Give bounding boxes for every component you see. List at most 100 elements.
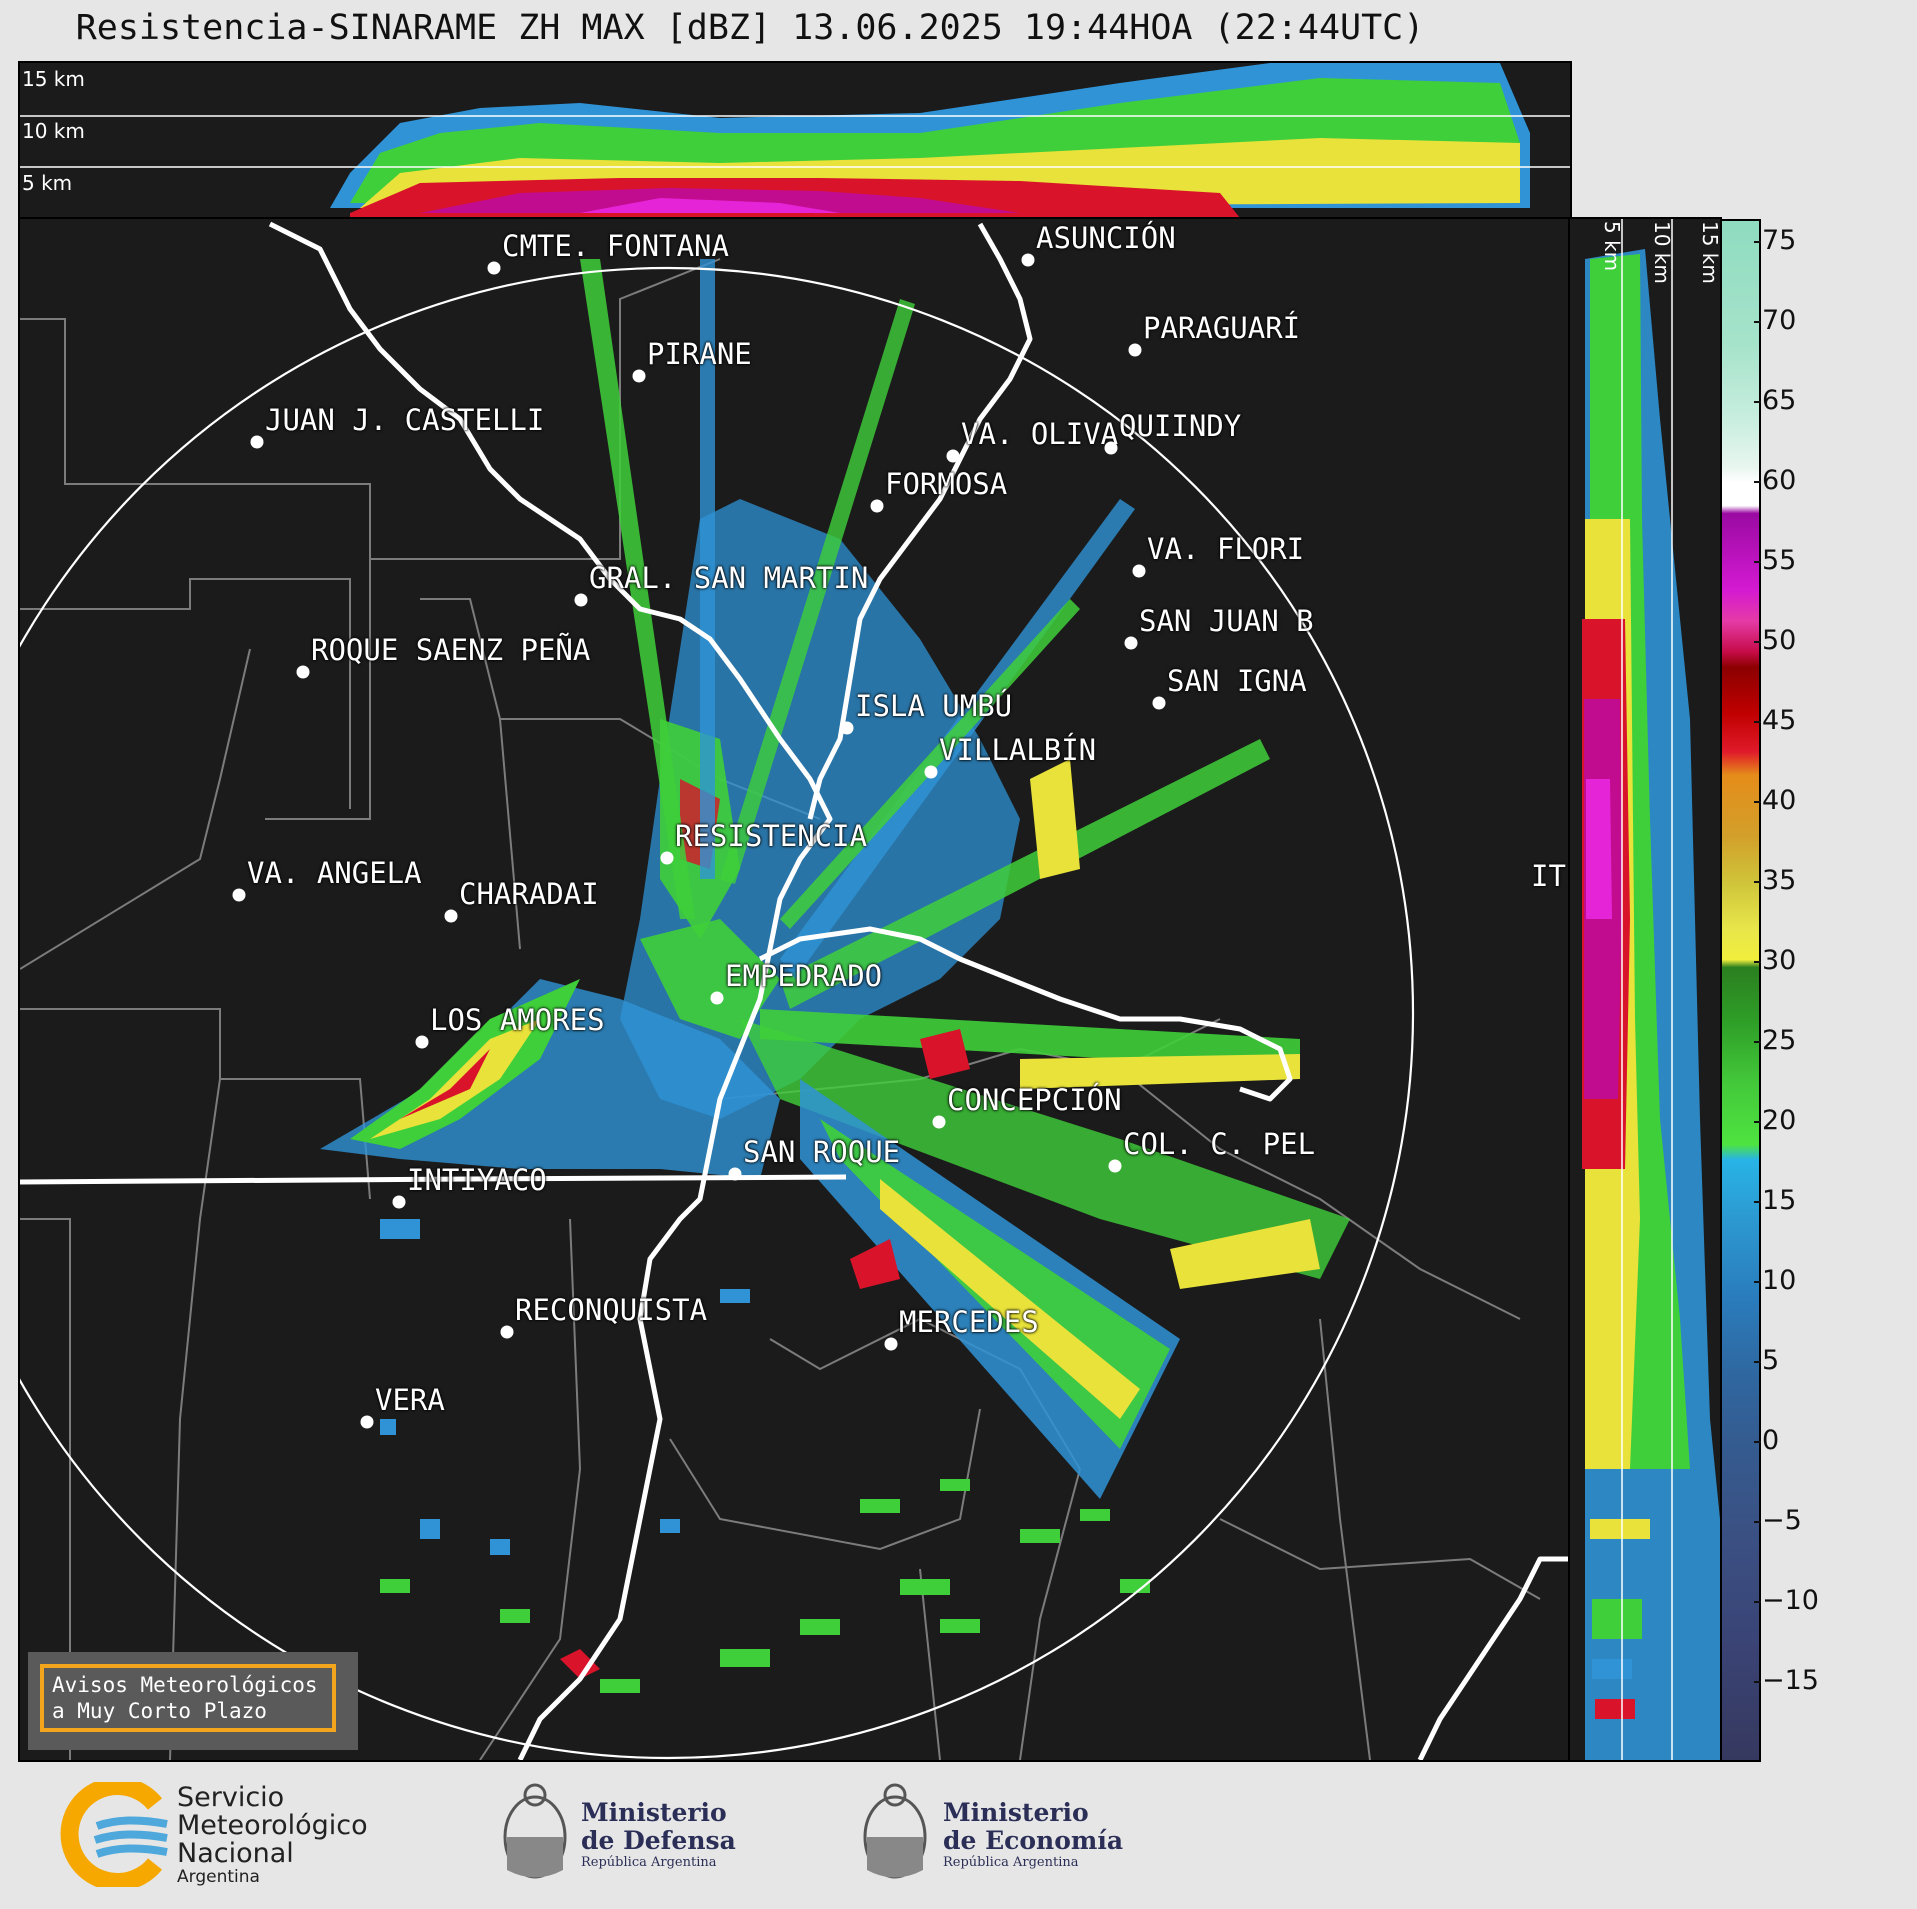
- colorbar-tick-45: 45: [1753, 705, 1797, 736]
- city-label-san-roque: SAN ROQUE: [743, 1135, 901, 1169]
- top-cross-section-svg: [20, 63, 1570, 218]
- city-label-gral-san-martin: GRAL. SAN MARTIN: [589, 561, 869, 595]
- city-label-los-amores: LOS AMORES: [430, 1003, 605, 1037]
- city-dot-col-c-pel: [1108, 1159, 1122, 1173]
- city-dot-concepcion: [932, 1115, 946, 1129]
- argentina-seal-icon: [503, 1783, 567, 1879]
- radar-map-panel[interactable]: CMTE. FONTANA ASUNCIÓN PARAGUARÍ PIRANE …: [18, 217, 1572, 1762]
- city-dot-mercedes: [884, 1337, 898, 1351]
- city-dot-quiindy: [1104, 441, 1118, 455]
- colorbar-tick-65: 65: [1753, 385, 1797, 416]
- city-dot-va-flori: [1132, 564, 1146, 578]
- city-label-villalbin: VILLALBÍN: [939, 733, 1097, 767]
- city-dot-juan-j-castelli: [250, 435, 264, 449]
- avisos-box: Avisos Meteorológicos a Muy Corto Plazo: [28, 1652, 358, 1750]
- side-alt-label-10: 10 km: [1650, 221, 1674, 284]
- top-alt-label-10: 10 km: [22, 119, 85, 143]
- city-dot-san-igna: [1152, 696, 1166, 710]
- top-cross-section-panel: 15 km 10 km 5 km: [18, 61, 1572, 221]
- dbz-colorbar: [1720, 219, 1761, 1762]
- defensa-line-3: República Argentina: [581, 1855, 717, 1870]
- city-label-concepcion: CONCEPCIÓN: [947, 1083, 1122, 1117]
- colorbar-tick-75: 75: [1753, 225, 1797, 256]
- city-label-col-c-pel: COL. C. PEL: [1123, 1127, 1316, 1161]
- city-dot-charadai: [444, 909, 458, 923]
- city-label-juan-j-castelli: JUAN J. CASTELLI: [265, 403, 545, 437]
- city-dot-vera: [360, 1415, 374, 1429]
- city-label-resistencia: RESISTENCIA: [675, 819, 868, 853]
- avisos-line-2: a Muy Corto Plazo: [52, 1699, 267, 1723]
- colorbar-tick-minus-10: −10: [1754, 1585, 1819, 1616]
- city-dot-va-angela: [232, 888, 246, 902]
- colorbar-tick-55: 55: [1753, 545, 1797, 576]
- city-label-formosa: FORMOSA: [885, 467, 1008, 501]
- smn-logo: Servicio Meteorológico Nacional Argentin…: [55, 1777, 395, 1891]
- city-dot-villalbin: [924, 765, 938, 779]
- side-alt-label-15: 15 km: [1698, 221, 1722, 284]
- smn-line-1: Servicio: [177, 1782, 285, 1813]
- colorbar-tick-0: 0: [1753, 1425, 1780, 1456]
- colorbar-tick-70: 70: [1753, 305, 1797, 336]
- smn-line-3: Nacional: [177, 1838, 294, 1869]
- city-label-asuncion: ASUNCIÓN: [1036, 221, 1176, 255]
- city-dot-asuncion: [1021, 253, 1035, 267]
- city-dot-pirane: [632, 369, 646, 383]
- city-label-va-oliva: VA. OLIVA: [961, 417, 1119, 451]
- city-dot-reconquista: [500, 1325, 514, 1339]
- city-dot-los-amores: [415, 1035, 429, 1049]
- radar-echoes: [320, 259, 1350, 1693]
- economia-line-3: República Argentina: [943, 1855, 1079, 1870]
- city-dot-san-juan-b: [1124, 636, 1138, 650]
- city-label-reconquista: RECONQUISTA: [515, 1293, 708, 1327]
- colorbar-tick-minus-15: −15: [1754, 1665, 1819, 1696]
- city-dot-san-roque: [728, 1167, 742, 1181]
- smn-line-4: Argentina: [177, 1867, 260, 1887]
- colorbar-tick-25: 25: [1753, 1025, 1797, 1056]
- city-label-it: IT: [1531, 859, 1566, 893]
- city-label-empedrado: EMPEDRADO: [725, 959, 883, 993]
- range-ring: [20, 267, 1414, 1759]
- top-alt-label-15: 15 km: [22, 67, 85, 91]
- city-label-san-igna: SAN IGNA: [1167, 664, 1307, 698]
- top-alt-label-5: 5 km: [22, 171, 73, 195]
- city-label-charadai: CHARADAI: [459, 877, 599, 911]
- city-label-quiindy: QUIINDY: [1119, 409, 1242, 443]
- colorbar-tick-minus-5: −5: [1754, 1505, 1802, 1536]
- city-dot-intiyaco: [392, 1195, 406, 1209]
- borders-rivers: [20, 221, 1570, 1760]
- colorbar-tick-30: 30: [1753, 945, 1797, 976]
- side-alt-label-5: 5 km: [1600, 221, 1624, 272]
- city-dot-cmte-fontana: [487, 261, 501, 275]
- defensa-logo: Ministerio de Defensa República Argentin…: [495, 1775, 755, 1895]
- colorbar-tick-40: 40: [1753, 785, 1797, 816]
- city-label-paraguari: PARAGUARÍ: [1143, 311, 1301, 345]
- city-dot-empedrado: [710, 991, 724, 1005]
- side-cross-section-panel: 5 km 10 km 15 km: [1568, 217, 1722, 1762]
- colorbar-tick-20: 20: [1753, 1105, 1797, 1136]
- city-label-intiyaco: INTIYACO: [407, 1163, 547, 1197]
- defensa-line-2: de Defensa: [581, 1826, 736, 1855]
- colorbar-tick-35: 35: [1753, 865, 1797, 896]
- city-label-isla-umbu: ISLA UMBÚ: [855, 689, 1013, 723]
- city-dot-paraguari: [1128, 343, 1142, 357]
- colorbar-tick-5: 5: [1753, 1345, 1780, 1376]
- smn-logo-icon: [60, 1777, 168, 1891]
- avisos-line-1: Avisos Meteorológicos: [52, 1673, 318, 1697]
- city-label-va-flori: VA. FLORI: [1147, 532, 1305, 566]
- economia-line-2: de Economía: [943, 1826, 1124, 1855]
- smn-line-2: Meteorológico: [177, 1810, 368, 1841]
- colorbar-tick-60: 60: [1753, 465, 1797, 496]
- city-dot-isla-umbu: [840, 721, 854, 735]
- defensa-line-1: Ministerio: [581, 1798, 727, 1827]
- radar-map-svg: [20, 221, 1570, 1760]
- city-dot-roque-saenz-pena: [296, 665, 310, 679]
- city-label-mercedes: MERCEDES: [899, 1305, 1039, 1339]
- page-title: Resistencia-SINARAME ZH MAX [dBZ] 13.06.…: [75, 8, 1425, 48]
- argentina-seal-icon: [863, 1783, 927, 1879]
- side-cross-section-svg: [1582, 219, 1720, 1760]
- city-dot-formosa: [870, 499, 884, 513]
- colorbar-tick-10: 10: [1753, 1265, 1797, 1296]
- city-dot-resistencia: [660, 851, 674, 865]
- city-label-vera: VERA: [375, 1383, 445, 1417]
- colorbar-tick-15: 15: [1753, 1185, 1797, 1216]
